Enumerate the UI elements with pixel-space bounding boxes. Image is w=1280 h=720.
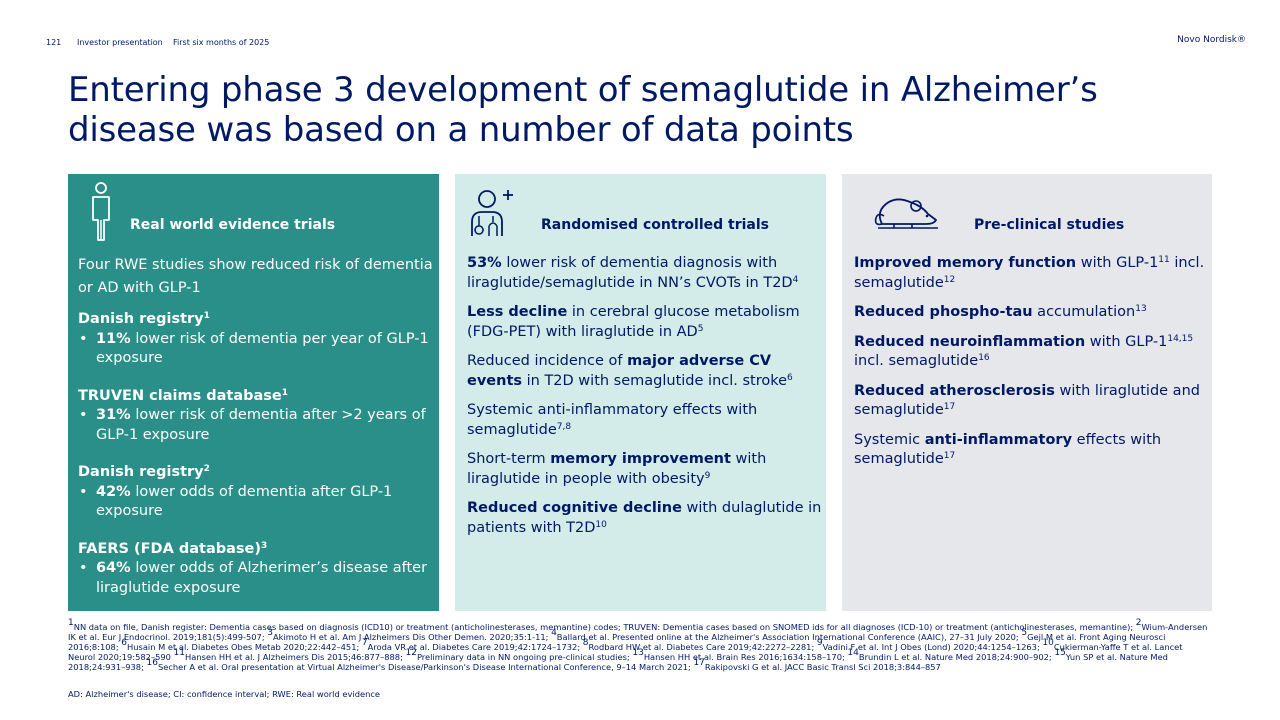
footnotes: 1NN data on file, Danish register: Demen… xyxy=(68,618,1208,673)
panel-pre-clinical-studies: Pre-clinical studies Improved memory fun… xyxy=(842,174,1212,611)
list-item: Reduced neuroinflammation with GLP-114,1… xyxy=(854,333,1194,370)
panel-real-world-evidence: Real world evidence trials Four RWE stud… xyxy=(68,174,439,611)
header-label-presentation: Investor presentation xyxy=(77,38,163,47)
list-item: Reduced incidence of major adverse CV ev… xyxy=(467,353,793,389)
panel-body: Improved memory function with GLP-111 in… xyxy=(854,254,1206,480)
brand-name: Novo Nordisk® xyxy=(1177,35,1246,45)
list-item: Reduced cognitive decline with dulagluti… xyxy=(467,500,822,536)
list-item: 11% lower risk of dementia per year of G… xyxy=(78,330,438,369)
panel-heading: Pre-clinical studies xyxy=(974,217,1125,233)
person-icon xyxy=(90,180,112,242)
list-item: Reduced atherosclerosis with liraglutide… xyxy=(854,382,1200,419)
patient-plus-icon xyxy=(467,186,519,238)
slide-title: Entering phase 3 development of semaglut… xyxy=(68,70,1098,150)
group-heading: Danish registry2 xyxy=(78,464,210,480)
list-item: Improved memory function with GLP-111 in… xyxy=(854,255,1205,291)
list-item: Short-term memory improvement with lirag… xyxy=(467,451,767,487)
abbreviations: AD: Alzheimer's disease; CI: confidence … xyxy=(68,689,381,699)
page-number: 121 xyxy=(46,38,62,47)
evidence-group: TRUVEN claims database1 31% lower risk o… xyxy=(78,387,438,446)
evidence-group: Danish registry1 11% lower risk of demen… xyxy=(78,310,438,369)
mouse-icon xyxy=(872,194,940,234)
list-item: 31% lower risk of dementia after >2 year… xyxy=(78,406,438,445)
list-item: 64% lower odds of Alzherimer’s disease a… xyxy=(78,559,438,598)
list-item: Systemic anti-inflammatory effects with … xyxy=(467,402,758,438)
panel-heading: Real world evidence trials xyxy=(130,217,336,233)
evidence-group: FAERS (FDA database)3 64% lower odds of … xyxy=(78,540,438,599)
group-heading: Danish registry1 xyxy=(78,311,210,327)
panel-intro: Four RWE studies show reduced risk of de… xyxy=(78,257,433,296)
group-heading: FAERS (FDA database)3 xyxy=(78,540,268,557)
header-label-period: First six months of 2025 xyxy=(173,38,270,47)
list-item: 42% lower odds of dementia after GLP-1 e… xyxy=(78,483,438,522)
list-item: Systemic anti-inflammatory effects with … xyxy=(854,431,1162,468)
panel-heading: Randomised controlled trials xyxy=(541,217,770,233)
panel-body: Four RWE studies show reduced risk of de… xyxy=(78,254,438,616)
list-item: Less decline in cerebral glucose metabol… xyxy=(467,304,800,340)
group-heading: TRUVEN claims database1 xyxy=(78,387,289,404)
panel-randomised-controlled-trials: Randomised controlled trials 53% lower r… xyxy=(455,174,826,611)
list-item: Reduced phospho-tau accumulation13 xyxy=(854,304,1147,320)
slide-header: 121 Investor presentation First six mont… xyxy=(46,35,1246,52)
panel-body: 53% lower risk of dementia diagnosis wit… xyxy=(467,254,823,548)
list-item: 53% lower risk of dementia diagnosis wit… xyxy=(467,255,799,291)
evidence-group: Danish registry2 42% lower odds of demen… xyxy=(78,463,438,522)
